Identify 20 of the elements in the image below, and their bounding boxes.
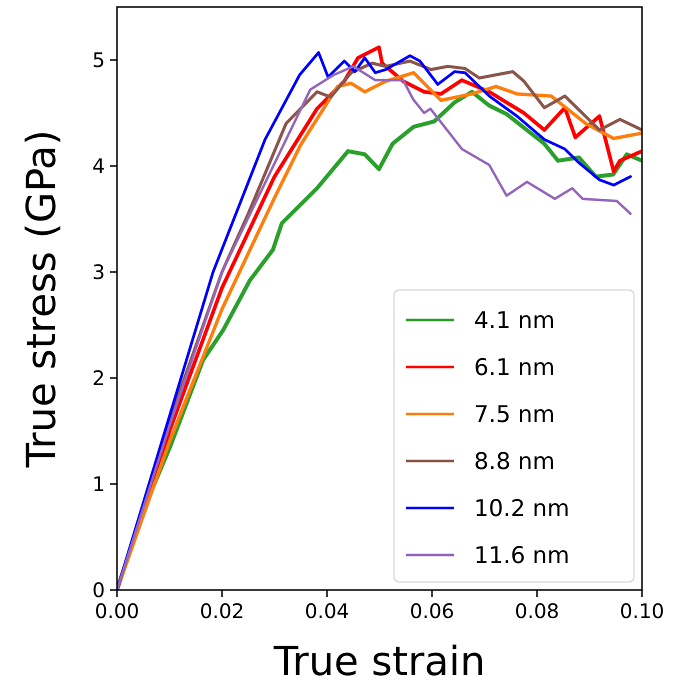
y-axis-title: True stress (GPa) xyxy=(19,130,65,468)
x-tick-label: 0.02 xyxy=(200,599,244,623)
y-tick-label: 5 xyxy=(92,48,105,72)
legend-label: 7.5 nm xyxy=(474,402,555,428)
y-tick-label: 1 xyxy=(92,472,105,496)
legend-label: 10.2 nm xyxy=(474,496,570,522)
y-tick-label: 4 xyxy=(92,154,105,178)
legend-label: 4.1 nm xyxy=(474,308,555,334)
x-tick-label: 0.10 xyxy=(620,599,664,623)
y-tick-label: 2 xyxy=(92,366,105,390)
x-tick-label: 0.00 xyxy=(94,599,140,623)
legend-label: 11.6 nm xyxy=(474,543,570,570)
x-tick-label: 0.04 xyxy=(304,599,350,623)
x-axis-title: True strain xyxy=(272,639,486,685)
legend-label: 6.1 nm xyxy=(474,355,555,382)
x-tick-label: 0.08 xyxy=(514,599,560,623)
x-tick-label: 0.06 xyxy=(410,599,454,623)
legend-label: 8.8 nm xyxy=(474,449,555,476)
y-tick-label: 3 xyxy=(92,260,105,284)
y-tick-label: 0 xyxy=(92,578,105,602)
